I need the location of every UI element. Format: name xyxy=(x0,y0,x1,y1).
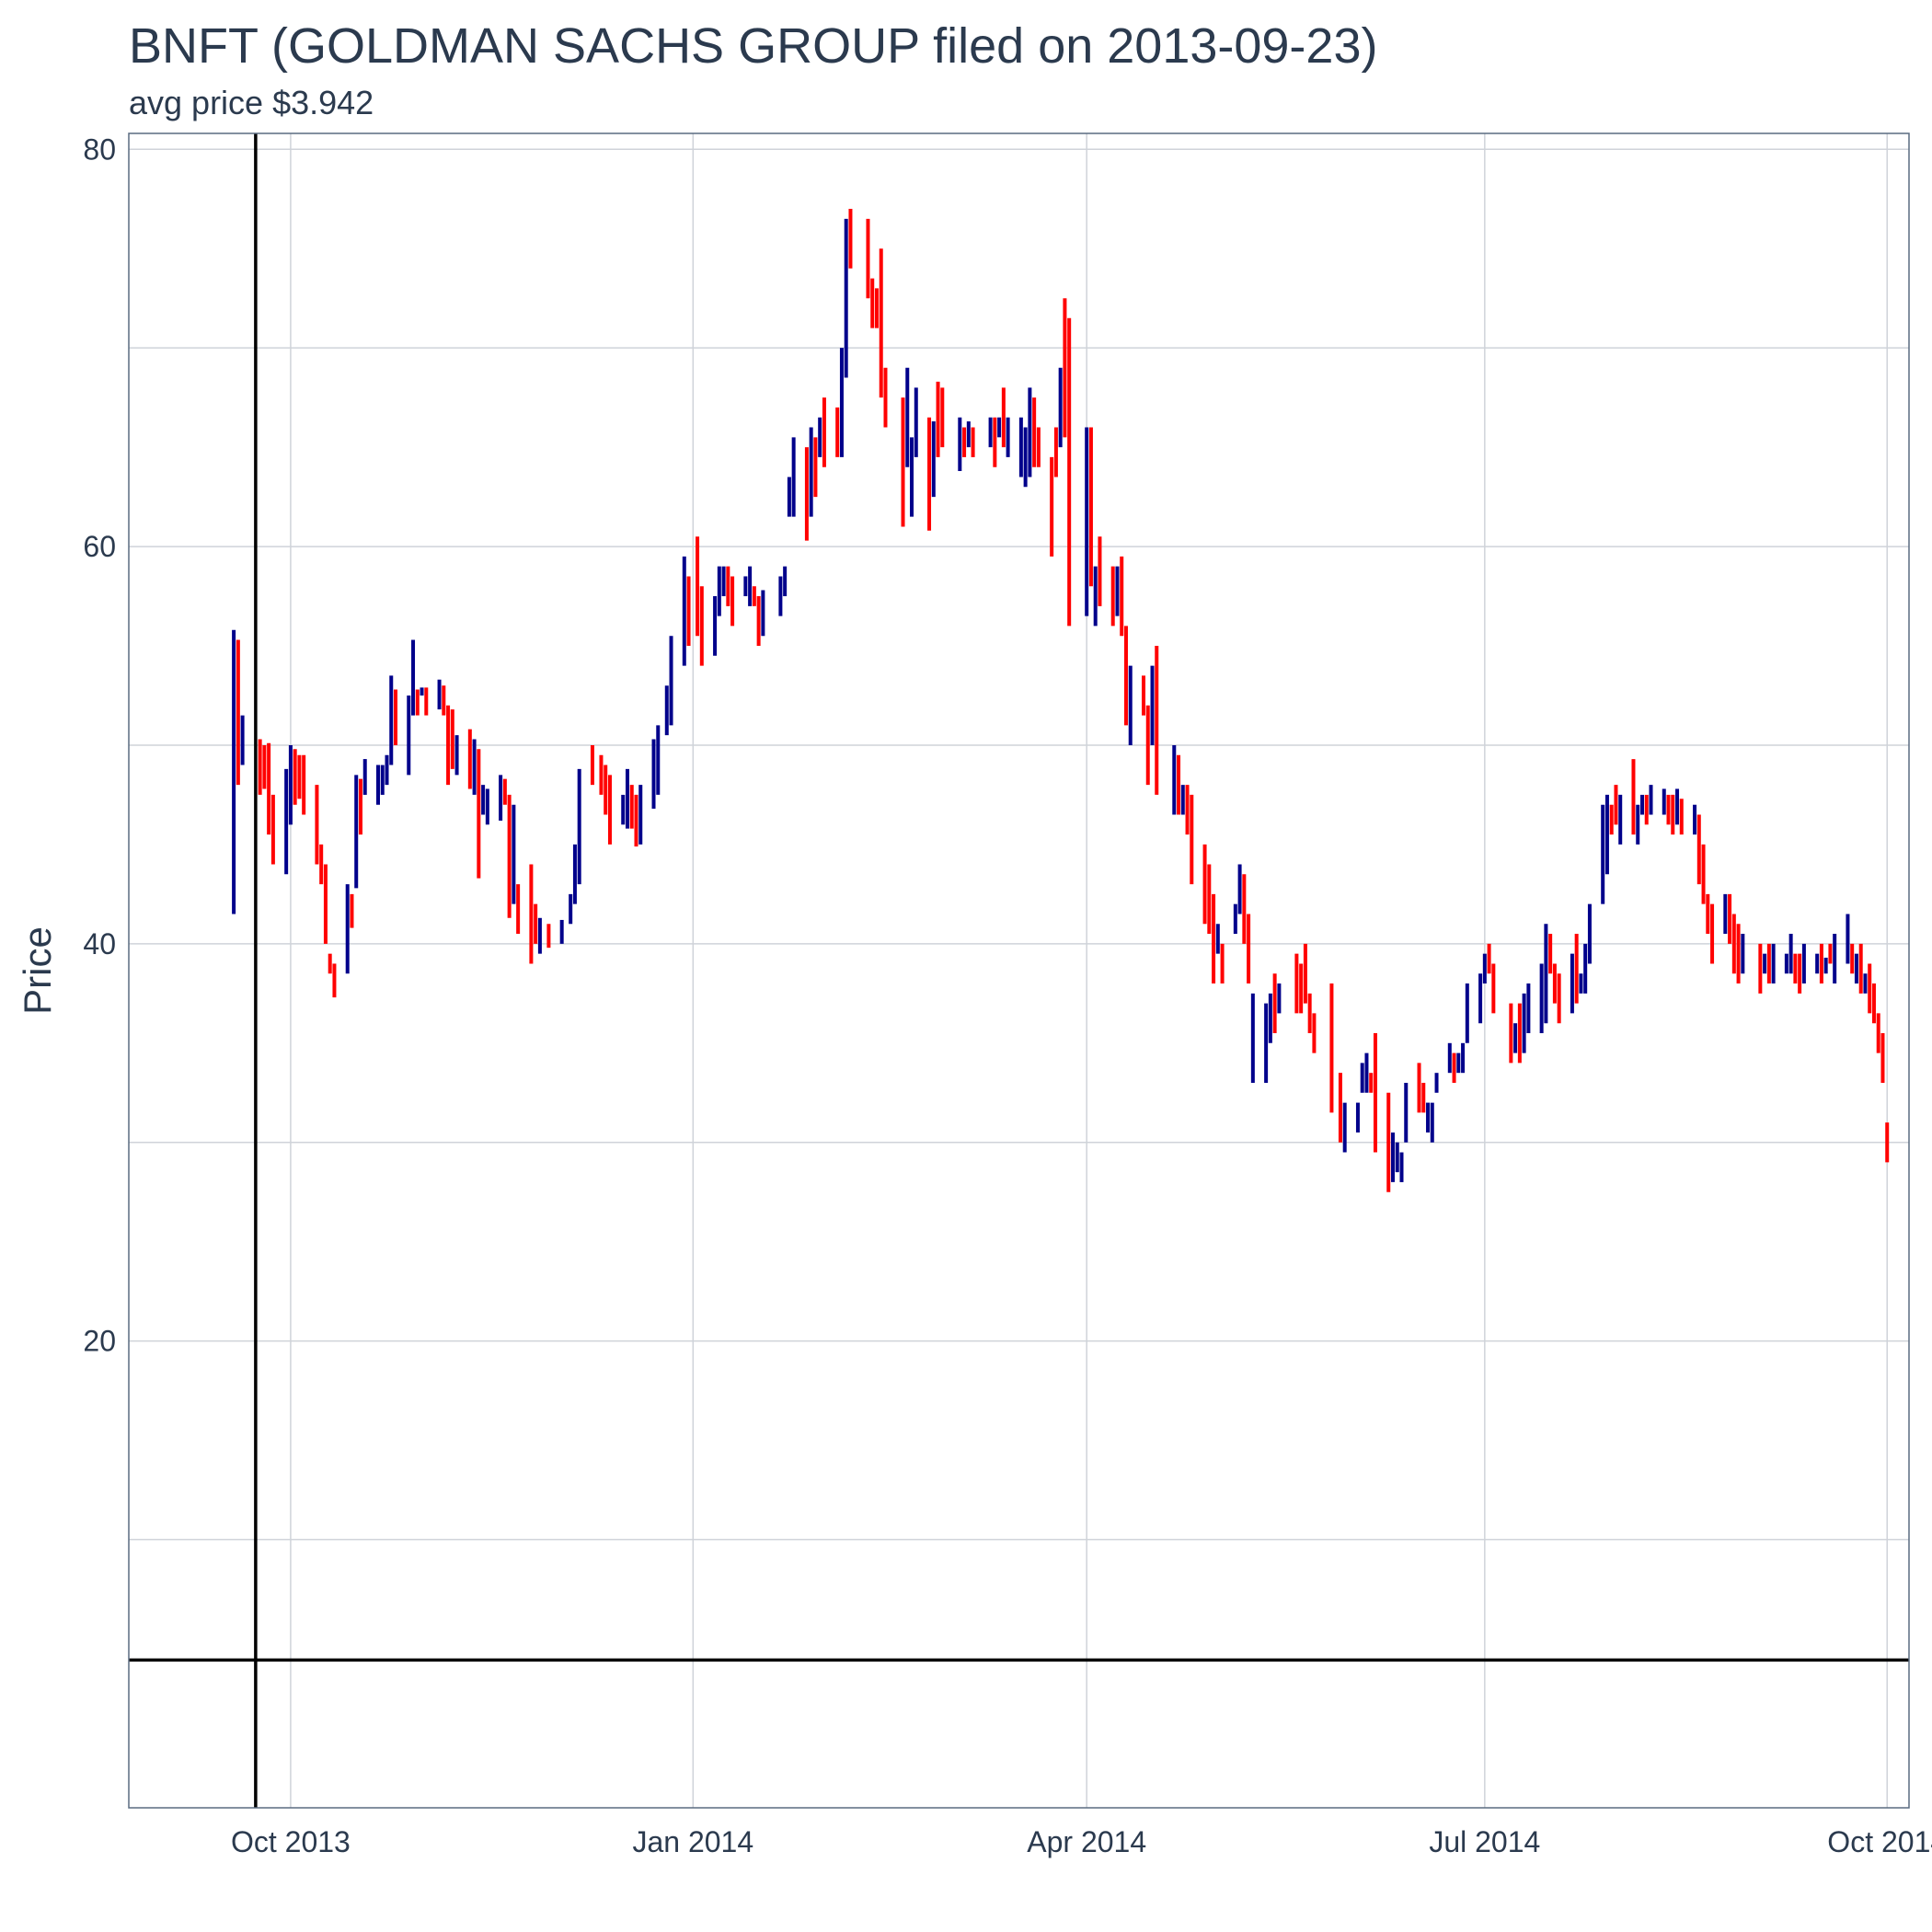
chart-subtitle: avg price $3.942 xyxy=(129,84,374,121)
y-tick-label: 80 xyxy=(83,132,116,166)
x-tick-label: Jan 2014 xyxy=(632,1825,753,1858)
y-axis-ticks: 20 40 60 80 xyxy=(83,132,116,1357)
x-tick-label: Jul 2014 xyxy=(1429,1825,1540,1858)
x-tick-label: Oct 2013 xyxy=(231,1825,351,1858)
chart-title: BNFT (GOLDMAN SACHS GROUP filed on 2013-… xyxy=(129,18,1377,74)
y-tick-label: 20 xyxy=(83,1325,116,1358)
x-axis-ticks: Oct 2013 Jan 2014 Apr 2014 Jul 2014 Oct 2014 xyxy=(231,1825,1932,1858)
gridlines xyxy=(129,133,1909,1808)
reference-lines xyxy=(129,133,1909,1808)
y-tick-label: 60 xyxy=(83,530,116,563)
x-tick-label: Oct 2014 xyxy=(1827,1825,1932,1858)
plot-panel xyxy=(128,132,1910,1809)
y-tick-label: 40 xyxy=(83,927,116,960)
y-axis-title: Price xyxy=(16,926,59,1015)
price-bars xyxy=(232,209,1890,1192)
x-tick-label: Apr 2014 xyxy=(1027,1825,1146,1858)
